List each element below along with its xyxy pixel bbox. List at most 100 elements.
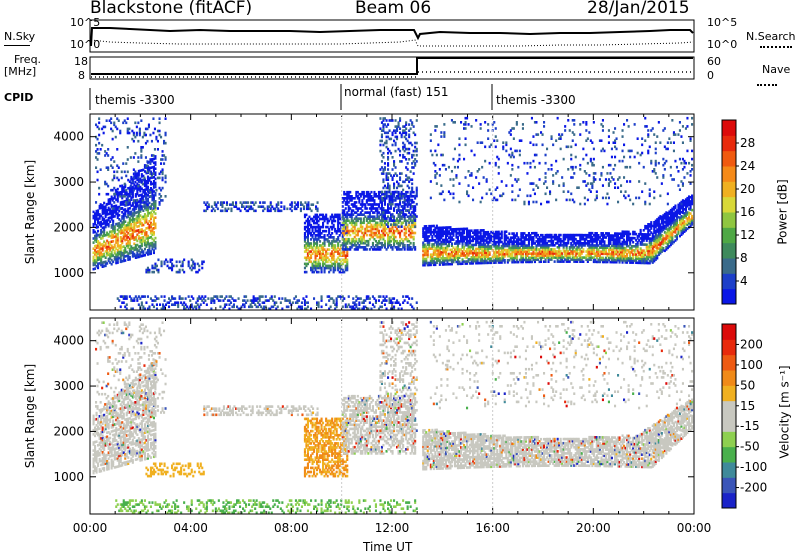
echo-cell bbox=[656, 244, 659, 248]
echo-cell bbox=[607, 250, 610, 254]
echo-cell bbox=[651, 236, 654, 240]
echo-cell bbox=[139, 218, 142, 221]
echo-cell bbox=[125, 193, 128, 197]
echo-cell bbox=[588, 244, 591, 247]
echo-cell bbox=[497, 232, 500, 236]
echo-cell bbox=[373, 199, 376, 202]
echo-cell bbox=[115, 222, 118, 226]
echo-cell bbox=[505, 248, 508, 252]
echo-cell bbox=[259, 201, 262, 204]
echo-cell bbox=[425, 259, 428, 263]
echo-cell bbox=[472, 243, 475, 247]
echo-cell bbox=[635, 257, 638, 260]
echo-cell bbox=[576, 258, 579, 261]
echo-cell bbox=[493, 234, 496, 238]
echo-cell bbox=[431, 153, 434, 157]
echo-cell bbox=[484, 121, 487, 124]
echo-cell bbox=[115, 210, 118, 214]
echo-cell bbox=[500, 244, 503, 248]
echo-cell bbox=[137, 212, 140, 216]
echo-cell bbox=[137, 214, 140, 218]
echo-cell bbox=[558, 233, 561, 237]
echo-cell bbox=[95, 224, 98, 227]
echo-cell bbox=[665, 223, 668, 227]
echo-cell bbox=[97, 225, 100, 229]
echo-cell bbox=[157, 258, 160, 262]
echo-cell bbox=[429, 196, 432, 200]
echo-cell bbox=[621, 246, 624, 250]
echo-cell bbox=[681, 201, 684, 204]
echo-cell bbox=[493, 236, 496, 240]
echo-cell bbox=[125, 236, 128, 239]
echo-cell bbox=[626, 234, 629, 238]
echo-cell bbox=[435, 230, 438, 234]
echo-cell bbox=[124, 224, 127, 228]
echo-cell bbox=[497, 238, 500, 242]
echo-cell bbox=[624, 230, 627, 234]
echo-cell bbox=[143, 241, 146, 245]
echo-cell bbox=[104, 213, 107, 217]
echo-cell bbox=[552, 254, 555, 257]
echo-cell bbox=[502, 257, 505, 260]
echo-cell bbox=[443, 131, 446, 134]
echo-cell bbox=[130, 204, 133, 208]
echo-cell bbox=[127, 207, 130, 210]
echo-cell bbox=[127, 178, 130, 182]
echo-cell bbox=[630, 249, 633, 252]
echo-cell bbox=[94, 238, 97, 242]
echo-cell bbox=[95, 252, 98, 256]
echo-cell bbox=[137, 169, 140, 173]
echo-cell bbox=[494, 255, 497, 258]
echo-cell bbox=[98, 251, 101, 255]
echo-cell bbox=[677, 211, 680, 215]
echo-cell bbox=[110, 230, 113, 233]
echo-cell bbox=[110, 213, 113, 217]
echo-cell bbox=[632, 255, 635, 258]
echo-cell bbox=[623, 248, 626, 252]
echo-cell bbox=[571, 244, 574, 247]
echo-cell bbox=[110, 234, 113, 237]
echo-cell bbox=[663, 227, 666, 230]
echo-cell bbox=[666, 232, 669, 235]
echo-cell bbox=[511, 240, 514, 244]
echo-cell bbox=[583, 233, 586, 237]
echo-cell bbox=[604, 258, 607, 262]
echo-cell bbox=[570, 250, 573, 253]
echo-cell bbox=[684, 226, 687, 230]
echo-cell bbox=[636, 234, 639, 238]
echo-cell bbox=[568, 237, 571, 241]
echo-cell bbox=[597, 254, 600, 258]
echo-cell bbox=[464, 260, 467, 263]
echo-cell bbox=[592, 252, 595, 255]
echo-cell bbox=[119, 248, 122, 251]
echo-cell bbox=[571, 239, 574, 243]
echo-cell bbox=[671, 219, 674, 223]
echo-cell bbox=[683, 208, 686, 211]
echo-cell bbox=[116, 222, 119, 226]
echo-cell bbox=[654, 233, 657, 237]
echo-cell bbox=[475, 176, 478, 179]
echo-cell bbox=[537, 233, 540, 237]
echo-cell bbox=[576, 239, 579, 243]
echo-cell bbox=[647, 223, 650, 226]
echo-cell bbox=[107, 198, 110, 201]
echo-cell bbox=[665, 219, 668, 223]
echo-cell bbox=[460, 252, 463, 255]
echo-cell bbox=[481, 249, 484, 253]
echo-cell bbox=[678, 228, 681, 232]
echo-cell bbox=[544, 237, 547, 241]
echo-cell bbox=[609, 242, 612, 245]
echo-cell bbox=[453, 250, 456, 253]
echo-cell bbox=[598, 250, 601, 253]
echo-cell bbox=[508, 250, 511, 254]
echo-cell bbox=[148, 250, 151, 254]
echo-cell bbox=[447, 165, 450, 169]
echo-cell bbox=[570, 246, 573, 249]
echo-cell bbox=[517, 236, 520, 239]
echo-cell bbox=[568, 246, 571, 249]
echo-cell bbox=[469, 249, 472, 253]
echo-cell bbox=[482, 235, 485, 238]
echo-cell bbox=[487, 245, 490, 248]
echo-cell bbox=[122, 253, 125, 257]
echo-cell bbox=[127, 236, 130, 239]
